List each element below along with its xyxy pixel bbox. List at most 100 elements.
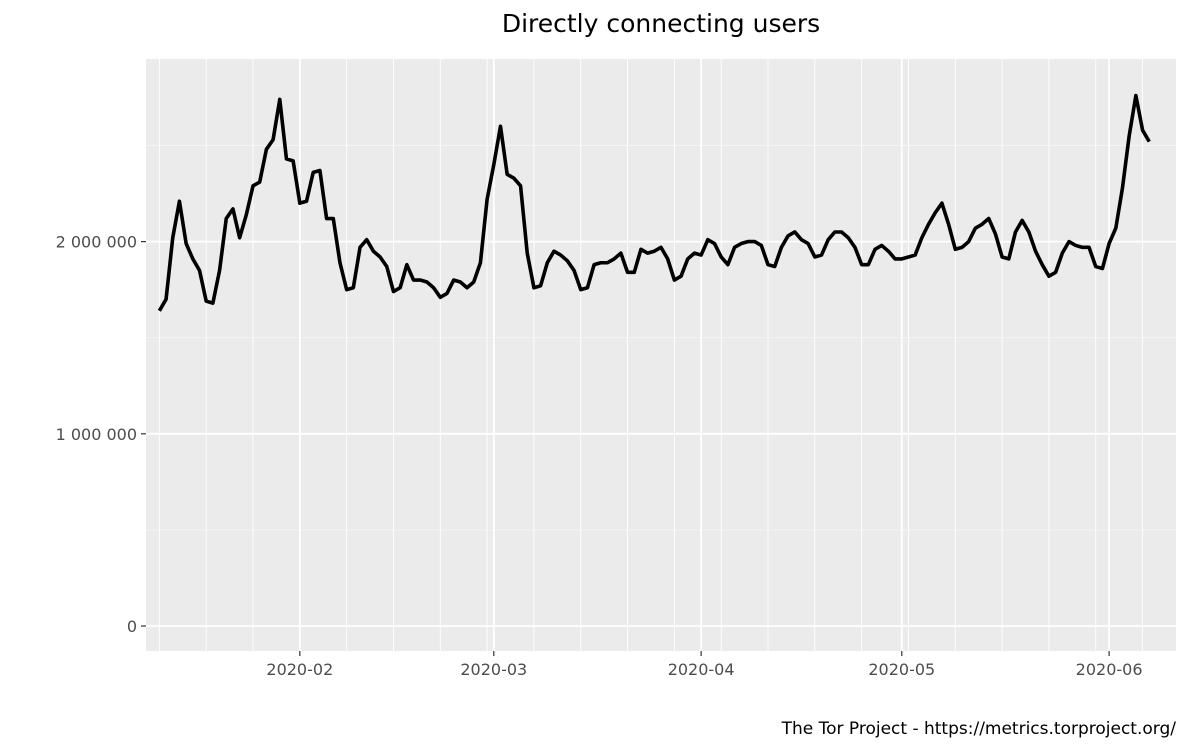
data-point [472,280,475,283]
data-point [987,217,990,220]
data-point [546,261,549,264]
data-point [800,238,803,241]
data-point [994,232,997,235]
data-point [198,269,201,272]
data-point [847,236,850,239]
data-point [325,217,328,220]
data-point [653,250,656,253]
data-point [700,254,703,257]
data-point [613,257,616,260]
data-point [412,279,415,282]
data-point [720,255,723,258]
data-point [372,250,375,253]
data-point [693,252,696,255]
data-point [920,236,923,239]
data-point [887,250,890,253]
data-point [379,255,382,258]
data-point [158,309,161,312]
plot-panel [146,59,1176,651]
data-point [1074,244,1077,247]
data-point [258,181,261,184]
data-point [907,255,910,258]
data-point [954,248,957,251]
data-point [218,269,221,272]
series-line [157,93,1151,312]
data-point [238,236,241,239]
data-point [345,288,348,291]
data-point [506,173,509,176]
data-point [680,275,683,278]
data-point [740,242,743,245]
data-point [385,265,388,268]
y-tick-label: 1 000 000 [56,425,137,444]
data-point [780,246,783,249]
data-point [666,257,669,260]
data-point [874,248,877,251]
data-point [867,263,870,266]
data-point [660,246,663,249]
data-point [432,286,435,289]
data-point [586,286,589,289]
data-point [532,286,535,289]
x-tick-label: 2020-05 [868,660,935,679]
data-point [539,284,542,287]
data-point [1081,246,1084,249]
data-point [292,159,295,162]
data-point [820,254,823,257]
data-point [479,261,482,264]
data-point [1094,265,1097,268]
x-tick-label: 2020-02 [266,660,333,679]
data-point [298,202,301,205]
data-point [753,240,756,243]
data-point [646,252,649,255]
data-point [1128,134,1131,137]
data-point [713,242,716,245]
data-point [1088,246,1091,249]
data-point [1001,255,1004,258]
data-point [211,302,214,305]
data-point [773,265,776,268]
data-point [225,217,228,220]
data-point [512,177,515,180]
data-point [365,238,368,241]
data-point [853,246,856,249]
data-point [974,227,977,230]
data-point [459,280,462,283]
data-point [185,242,188,245]
data-point [359,246,362,249]
data-point [947,223,950,226]
data-point [1054,271,1057,274]
data-point [760,244,763,247]
data-point [352,286,355,289]
data-point [626,271,629,274]
data-point [840,230,843,233]
data-point [787,234,790,237]
data-point [191,257,194,260]
data-point [960,246,963,249]
data-point [231,207,234,210]
data-point [1007,257,1010,260]
data-point [934,211,937,214]
data-point [486,198,489,201]
data-point [633,271,636,274]
data-point [332,217,335,220]
data-point [619,252,622,255]
data-point [807,242,810,245]
minor-gridlines [146,59,1176,651]
data-point [439,296,442,299]
data-point [305,200,308,203]
data-point [318,169,321,172]
data-point [272,138,275,141]
data-point [338,261,341,264]
data-point [178,200,181,203]
data-point [1047,275,1050,278]
data-point [733,246,736,249]
data-point [1141,129,1144,132]
data-point [1134,94,1137,97]
data-point [171,236,174,239]
data-point [1041,263,1044,266]
data-point [894,257,897,260]
data-point [559,254,562,257]
data-point [900,257,903,260]
